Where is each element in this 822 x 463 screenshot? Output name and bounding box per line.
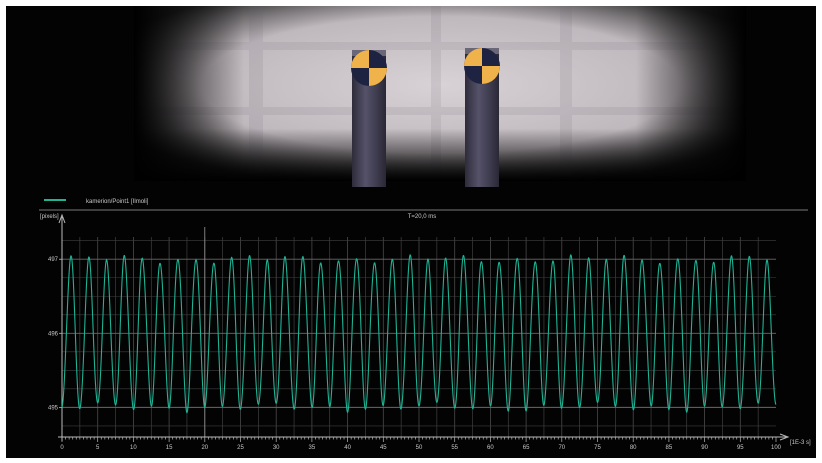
y-unit-label: [pixels] — [40, 214, 59, 220]
x-tick-label: 15 — [166, 445, 173, 451]
x-tick-label: 10 — [130, 445, 137, 451]
x-tick-label: 30 — [273, 445, 280, 451]
signal-chart: kamerion/Point1 [Ilmoli] [pixels] T=20,0… — [39, 199, 811, 451]
legend-label: kamerion/Point1 [Ilmoli] — [86, 199, 149, 205]
x-tick-label: 50 — [416, 445, 423, 451]
x-tick-label: 35 — [309, 445, 316, 451]
x-tick-label: 65 — [523, 445, 530, 451]
x-axis-arrow — [779, 433, 790, 441]
x-tick-label: 90 — [701, 445, 708, 451]
x-tick-label: 20 — [201, 445, 208, 451]
x-tick-label: 70 — [558, 445, 565, 451]
x-tick-label: 100 — [771, 445, 782, 451]
x-tick-labels: 0 5 10 15 20 25 30 35 40 45 50 55 60 65 70 75 80 85 90 95 10… — [60, 445, 781, 451]
y-tick-label: 497 — [48, 257, 59, 263]
x-tick-label: 5 — [96, 445, 100, 451]
y-tick-labels: 495 496 497 — [48, 257, 59, 411]
window-label: T=20,0 ms — [408, 214, 437, 220]
axes — [58, 213, 790, 442]
y-tick-label: 495 — [48, 405, 59, 411]
x-tick-label: 0 — [60, 445, 64, 451]
x-unit-label: [1E-3 s] — [790, 440, 811, 446]
y-axis-arrow — [58, 213, 66, 224]
viewer-frame: kamerion/Point1 [Ilmoli] [pixels] T=20,0… — [6, 6, 816, 458]
camera-image — [134, 6, 746, 187]
x-tick-label: 75 — [594, 445, 601, 451]
y-tick-label: 496 — [48, 331, 59, 337]
x-tick-label: 55 — [451, 445, 458, 451]
x-tick-label: 85 — [666, 445, 673, 451]
target-marker-right — [464, 48, 500, 84]
series-layer — [61, 254, 777, 414]
x-tick-label: 80 — [630, 445, 637, 451]
x-tick-label: 60 — [487, 445, 494, 451]
x-tick-label: 95 — [737, 445, 744, 451]
target-marker-left — [351, 50, 387, 86]
x-tick-label: 25 — [237, 445, 244, 451]
plot-panel: kamerion/Point1 [Ilmoli] [pixels] T=20,0… — [6, 191, 816, 458]
x-tick-label: 45 — [380, 445, 387, 451]
camera-view — [6, 6, 816, 191]
series-line — [61, 254, 777, 414]
x-tick-label: 40 — [344, 445, 351, 451]
